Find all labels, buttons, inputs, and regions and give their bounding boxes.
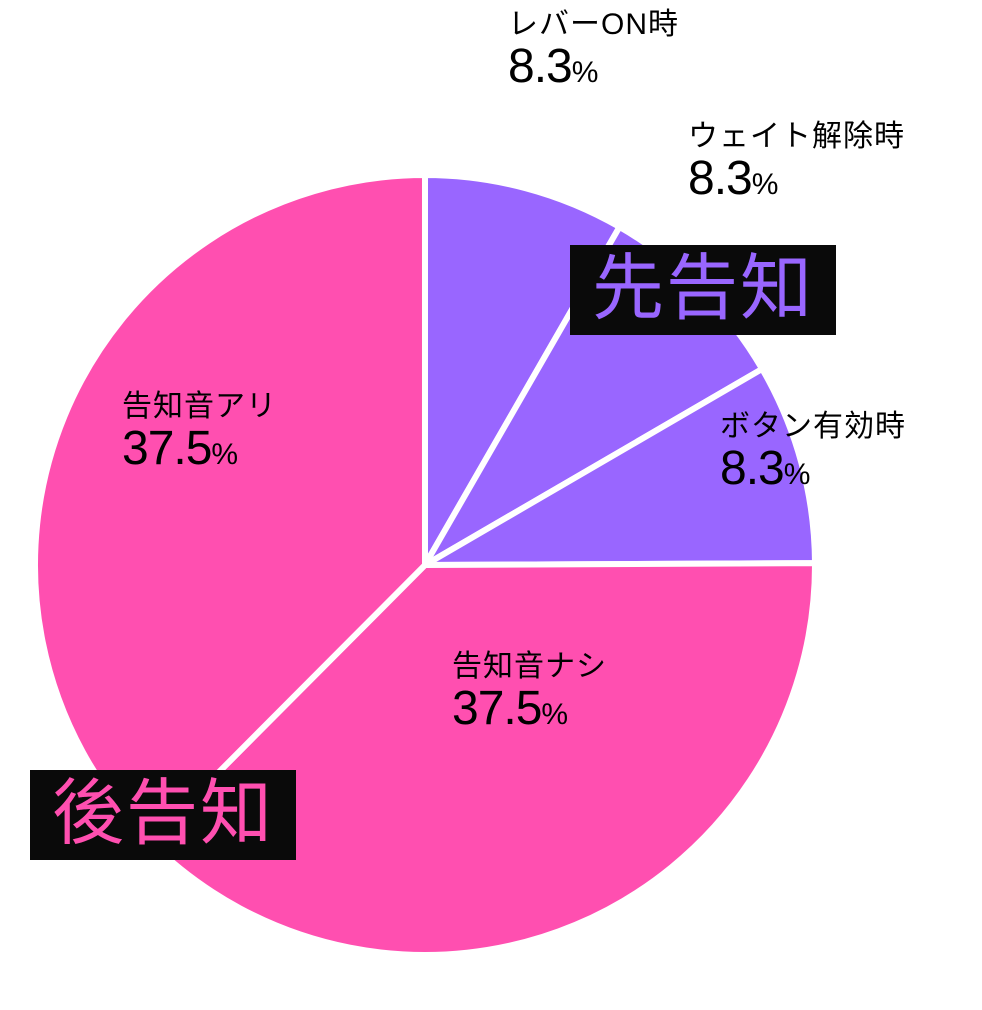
slice-value: 37.5	[122, 422, 211, 475]
slice-value: 8.3	[720, 442, 784, 495]
slice-value: 8.3	[688, 152, 752, 205]
group-label: 後告知	[52, 774, 274, 854]
pie-chart: レバーON時 8.3% ウェイト解除時 8.3% ボタン有効時 8.3% 告知音…	[0, 0, 982, 1010]
slice-name: ウェイト解除時	[688, 120, 905, 153]
slice-pct: %	[541, 698, 568, 731]
slice-pct: %	[211, 438, 238, 471]
slice-pct: %	[752, 168, 779, 201]
slice-label-no-sound: 告知音ナシ 37.5%	[452, 650, 607, 736]
slice-label-with-sound: 告知音アリ 37.5%	[122, 390, 277, 476]
slice-value: 37.5	[452, 682, 541, 735]
slice-name: レバーON時	[508, 8, 679, 41]
group-label: 先告知	[592, 249, 814, 329]
slice-label-button-valid: ボタン有効時 8.3%	[720, 410, 906, 496]
slice-pct: %	[784, 458, 811, 491]
slice-name: 告知音アリ	[122, 390, 277, 423]
slice-value: 8.3	[508, 40, 572, 93]
slice-label-lever-on: レバーON時 8.3%	[508, 8, 679, 94]
slice-pct: %	[572, 56, 599, 89]
group-badge-ato: 後告知	[30, 770, 296, 860]
slice-label-wait-release: ウェイト解除時 8.3%	[688, 120, 905, 206]
slice-name: ボタン有効時	[720, 410, 906, 443]
slice-name: 告知音ナシ	[452, 650, 607, 683]
group-badge-saki: 先告知	[570, 245, 836, 335]
